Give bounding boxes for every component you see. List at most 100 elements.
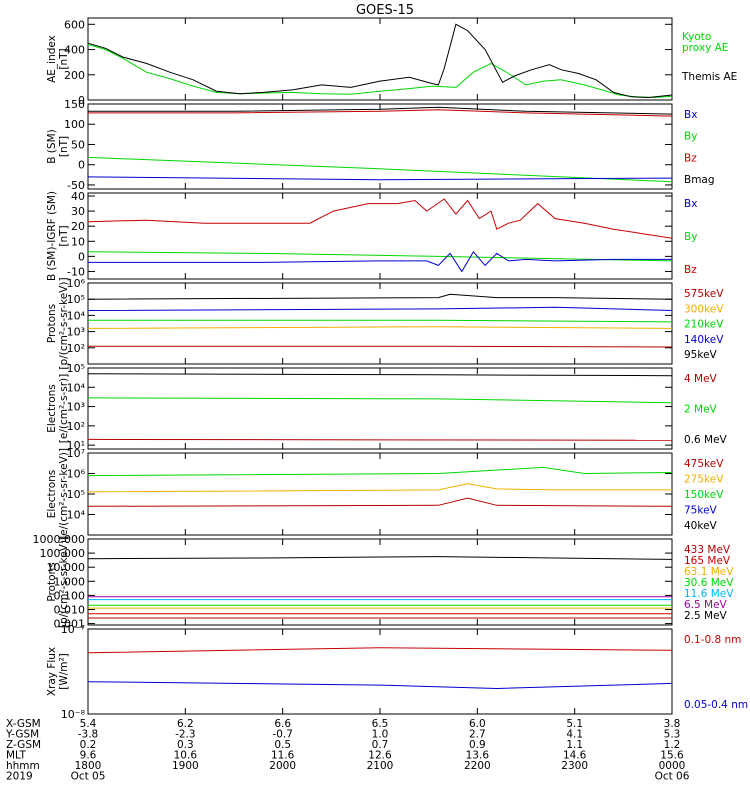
- y-tick-label: 10⁵: [67, 293, 85, 306]
- x-axis-value: 0.9: [469, 739, 486, 751]
- legend-0-05-0-4-nm: 0.05-0.4 nm: [684, 699, 748, 711]
- x-axis-value: 13.6: [466, 750, 490, 762]
- legend-bz: Bz: [684, 152, 697, 164]
- x-axis-value: 6.2: [177, 718, 194, 730]
- y-tick-label: 40: [71, 190, 85, 203]
- x-axis-row-label: hhmm: [6, 760, 40, 772]
- y-tick-label: 0.100: [54, 589, 86, 602]
- y-tick-label: 10⁶: [67, 277, 86, 290]
- figure-title: GOES-15: [356, 3, 414, 18]
- y-axis-label: Electrons: [46, 384, 58, 433]
- y-tick-label: 30: [71, 205, 85, 218]
- panel-protons1: 10² 10³ 10⁴ 10⁵ 10⁶ Protons [p/(cm²-s-sr-keV)]…: [46, 277, 724, 370]
- x-axis-value: 2300: [561, 760, 588, 772]
- y-tick-label: 0.010: [54, 603, 86, 616]
- legend-6-5-mev: 6.5 MeV: [684, 599, 728, 611]
- panel-electrons1: 10¹ 10² 10³ 10⁴ 10⁵ Electrons [e/(cm²-s-sr)] 4 …: [46, 362, 728, 452]
- panel-frame: [87, 282, 673, 365]
- x-axis-value: 6.0: [469, 718, 486, 730]
- x-axis-value: 3.8: [664, 718, 681, 730]
- y-tick-label: 0: [78, 94, 85, 107]
- y-tick-label: 10²: [67, 342, 85, 355]
- y-axis-label: [nT]: [58, 136, 70, 157]
- legend-140kev: 140keV: [684, 334, 724, 346]
- y-tick-label: 0: [78, 250, 85, 263]
- panel-frame: [87, 17, 673, 101]
- legend-bz: Bz: [684, 264, 697, 276]
- panel-electrons2: 10⁴ 10⁵ 10⁶ 10⁷ Electrons [e/(cm²-s-sr-keV)] 4…: [46, 447, 724, 540]
- x-axis-value: 1.0: [372, 729, 389, 741]
- y-tick-label: 10⁴: [67, 381, 86, 394]
- series-150kev: [87, 466, 673, 477]
- x-axis-value: 0.7: [372, 739, 389, 751]
- y-tick-label: 50: [71, 138, 85, 151]
- legend-bx: Bx: [684, 109, 697, 121]
- x-axis-value: 10.6: [174, 750, 198, 762]
- y-axis-label: [nT]: [58, 225, 70, 246]
- series-by: [87, 156, 673, 183]
- series-by: [87, 251, 673, 262]
- series-2-mev: [87, 397, 673, 404]
- y-axis-label: Protons: [46, 304, 58, 343]
- legend-4-mev: 4 MeV: [684, 373, 718, 385]
- x-axis-value: 15.6: [660, 750, 684, 762]
- x-axis-value: 12.6: [368, 750, 392, 762]
- y-axis-label: B (SM)-IGRF (SM): [46, 191, 58, 281]
- x-axis-value: 11.6: [271, 750, 295, 762]
- x-axis-value: 9.6: [80, 750, 97, 762]
- legend-0-6-mev: 0.6 MeV: [684, 434, 728, 446]
- series-0-05-0-4-nm: [87, 681, 673, 690]
- panel-bsm: -50 0 50 100 150 B (SM) [nT] Bx By Bz Bmag: [46, 98, 715, 192]
- legend-300kev: 300keV: [684, 303, 724, 315]
- y-axis-label: [nT]: [58, 48, 70, 69]
- x-axis-value: 0.5: [274, 739, 291, 751]
- y-tick-label: 0: [78, 159, 85, 172]
- legend-2-5-mev: 2.5 MeV: [684, 610, 728, 622]
- series-4-mev: [87, 438, 673, 441]
- x-axis-value: 0000: [659, 760, 686, 772]
- y-tick-label: 10⁵: [67, 488, 85, 501]
- y-tick-label: 1.000: [54, 575, 86, 588]
- y-tick-label: 0.001: [54, 618, 86, 631]
- y-tick-label: 10⁻⁸: [61, 708, 86, 721]
- panel-frame: [87, 103, 673, 190]
- legend-275kev: 275keV: [684, 474, 724, 486]
- y-tick-label: 200: [64, 69, 85, 82]
- legend-75kev: 75keV: [684, 505, 718, 517]
- series-bmag: [88, 106, 673, 115]
- legend-165-mev: 165 MeV: [684, 555, 731, 567]
- y-tick-label: 10⁵: [67, 362, 85, 375]
- legend-475kev: 475keV: [684, 458, 724, 470]
- x-axis-row-label: Y-GSM: [5, 729, 39, 741]
- series-300kev: [87, 326, 673, 329]
- legend-0-1-0-8-nm: 0.1-0.8 nm: [684, 634, 741, 646]
- x-axis-value: 5.4: [80, 718, 97, 730]
- y-axis-label: Xray Flux: [46, 647, 58, 696]
- x-axis-value: 5.3: [664, 729, 681, 741]
- y-tick-label: 10⁴: [67, 509, 86, 522]
- x-axis-table: X-GSM 5.4 6.2 6.6 6.5 6.0 5.1 3.8 Y-GSM -3.8 -2.3 -…: [5, 718, 690, 783]
- series-210kev: [88, 319, 673, 323]
- y-tick-label: 10¹: [67, 439, 85, 452]
- x-axis-value: -2.3: [175, 729, 196, 741]
- series-kyoto-proxy-ae: [87, 44, 673, 99]
- panel-protons2: 0.001 0.0100.1001.00010.000100.0001000.00…: [33, 533, 735, 631]
- panel-bigrf: -10 0 10 20 30 40 B (SM)-IGRF (SM) [nT] Bx By Bz: [46, 190, 697, 281]
- panel-ae: 0 200 400 600 AE_index [nT] Kyoto proxy AE Themi…: [46, 17, 737, 107]
- y-tick-label: 100: [64, 118, 85, 131]
- legend-by: By: [684, 231, 697, 243]
- y-axis-label: [p/(cm²-s-sr-keV)]: [58, 277, 70, 369]
- legend-433-mev: 433 MeV: [684, 544, 731, 556]
- y-axis-label: Protons: [46, 562, 58, 601]
- y-tick-label: 10⁴: [67, 309, 86, 322]
- y-tick-label: -10: [67, 265, 85, 278]
- y-tick-label: 150: [64, 98, 85, 111]
- series-95kev: [87, 293, 673, 300]
- x-axis-value: 1900: [172, 760, 199, 772]
- x-axis-value: 0.3: [177, 739, 194, 751]
- legend-63-1-mev: 63.1 MeV: [684, 566, 734, 578]
- legend-by: By: [684, 131, 697, 143]
